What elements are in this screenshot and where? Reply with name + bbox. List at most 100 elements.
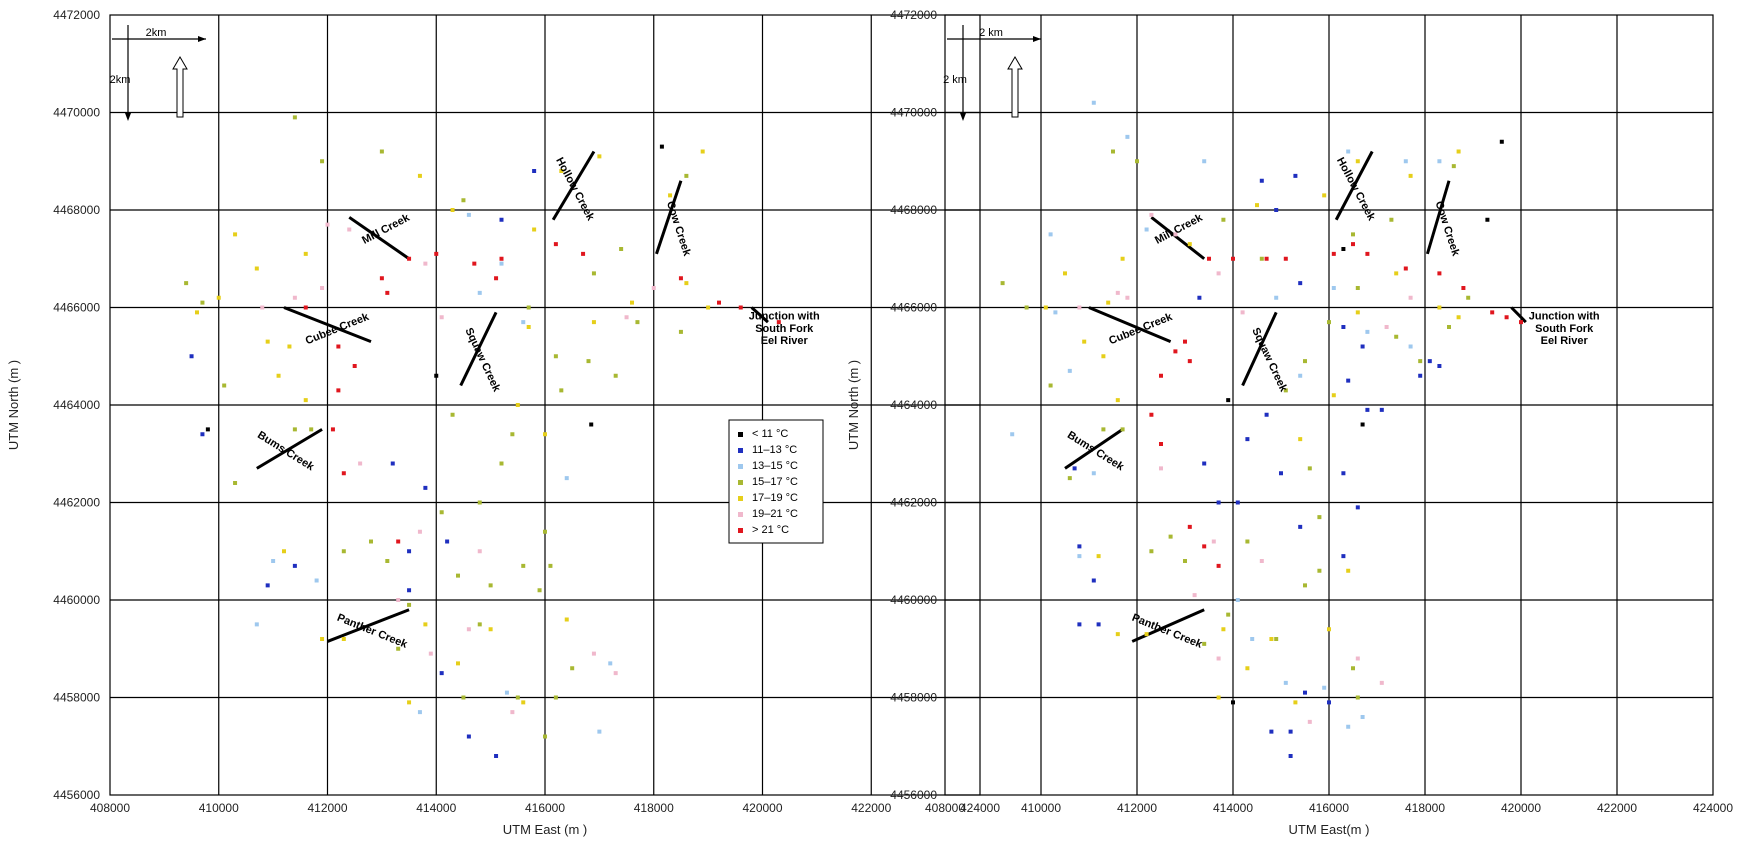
temperature-point [591, 651, 596, 656]
x-tick-label: 424000 [1693, 801, 1733, 815]
temperature-point [1327, 320, 1331, 325]
temperature-point [1269, 637, 1274, 641]
temperature-point [553, 242, 558, 247]
temperature-point [1255, 203, 1259, 208]
temperature-point [1341, 247, 1346, 251]
temperature-point [1355, 286, 1360, 290]
creek-line [551, 150, 596, 221]
temperature-point [423, 261, 428, 266]
temperature-point [1317, 568, 1322, 573]
temperature-point [1365, 407, 1370, 412]
creek-line [1131, 608, 1205, 643]
temperature-point [439, 315, 444, 320]
scale-bar: 2 km 2 km [943, 25, 1041, 121]
temperature-point [591, 271, 596, 276]
creek-line [655, 180, 683, 255]
creek-label: Junction with [749, 311, 820, 323]
temperature-point [1519, 320, 1523, 325]
temperature-point [1437, 271, 1442, 276]
temperature-point [1303, 690, 1307, 695]
x-tick-label: 418000 [634, 801, 674, 815]
y-tick-label: 4460000 [53, 593, 100, 607]
scale-bar-vertical-label: 2 km [943, 74, 967, 86]
temperature-point [1355, 159, 1360, 164]
creek-line [1241, 311, 1278, 387]
temperature-point [1456, 315, 1461, 320]
temperature-point [330, 427, 335, 432]
temperature-point [1360, 344, 1365, 349]
temperature-point [1341, 554, 1346, 559]
temperature-point [1269, 729, 1274, 734]
temperature-point [379, 149, 384, 154]
temperature-point [1202, 159, 1207, 164]
temperature-point [477, 622, 482, 627]
x-tick-label: 408000 [925, 801, 965, 815]
temperature-point [624, 315, 629, 320]
creek-line [1510, 306, 1527, 324]
temperature-point [325, 222, 330, 227]
legend-swatch [738, 448, 743, 453]
temperature-point [559, 169, 564, 173]
temperature-point [1264, 412, 1269, 417]
temperature-point [1293, 700, 1298, 705]
temperature-point [341, 549, 346, 554]
temperature-point [586, 359, 591, 364]
temperature-point [1091, 471, 1096, 476]
creek-label: South Fork [1535, 323, 1594, 335]
right-map-panel: 408000 410000 412000 414000 416000 418000 4200… [846, 8, 1733, 837]
creek-label: Hollow Creek [553, 156, 597, 224]
temperature-point [1120, 427, 1125, 432]
temperature-point [407, 549, 412, 554]
temperature-point [417, 173, 422, 178]
temperature-point [499, 256, 504, 261]
temperature-point [532, 169, 537, 173]
temperature-point [499, 217, 504, 222]
temperature-point [1466, 295, 1471, 300]
temperature-point [292, 563, 297, 568]
temperature-point [466, 734, 471, 739]
temperature-point [1010, 432, 1015, 437]
temperature-point [260, 305, 265, 310]
x-tick-label: 420000 [742, 801, 782, 815]
temperature-point [1274, 637, 1279, 641]
temperature-point [684, 281, 689, 286]
legend-swatch [738, 512, 743, 517]
legend-swatch [738, 528, 743, 533]
temperature-point [423, 485, 428, 490]
legend-label: > 21 °C [752, 524, 789, 536]
creek-label: Squaw Creek [462, 326, 502, 394]
temperature-point [1379, 680, 1384, 685]
creek-label: Cubee Creek [304, 311, 372, 348]
temperature-point [1159, 442, 1163, 446]
temperature-point [559, 388, 564, 393]
y-tick-label: 4472000 [890, 8, 937, 22]
temperature-point [1307, 719, 1312, 724]
temperature-point [597, 154, 602, 159]
temperature-point [1283, 680, 1288, 685]
temperature-point [303, 251, 308, 256]
temperature-point [613, 671, 618, 676]
temperature-point [439, 671, 444, 676]
temperature-point [320, 286, 325, 290]
temperature-point [706, 305, 711, 310]
temperature-point [358, 461, 363, 466]
temperature-point [205, 427, 210, 432]
creek-label: Eel River [761, 335, 809, 347]
temperature-point [1135, 159, 1139, 164]
temperature-point [336, 344, 341, 349]
temperature-point [477, 290, 482, 295]
temperature-point [510, 432, 515, 437]
x-tick-label: 412000 [1117, 801, 1157, 815]
temperature-point [1211, 539, 1216, 544]
temperature-point [445, 539, 450, 544]
y-tick-label: 4460000 [890, 593, 937, 607]
temperature-point [254, 622, 259, 627]
temperature-point [1288, 754, 1293, 758]
temperature-point [461, 198, 466, 203]
temperature-point [309, 427, 314, 432]
temperature-point [543, 432, 547, 437]
temperature-point [1235, 500, 1240, 505]
temperature-point [439, 510, 444, 515]
temperature-point [1221, 627, 1226, 632]
x-tick-label: 410000 [1021, 801, 1061, 815]
